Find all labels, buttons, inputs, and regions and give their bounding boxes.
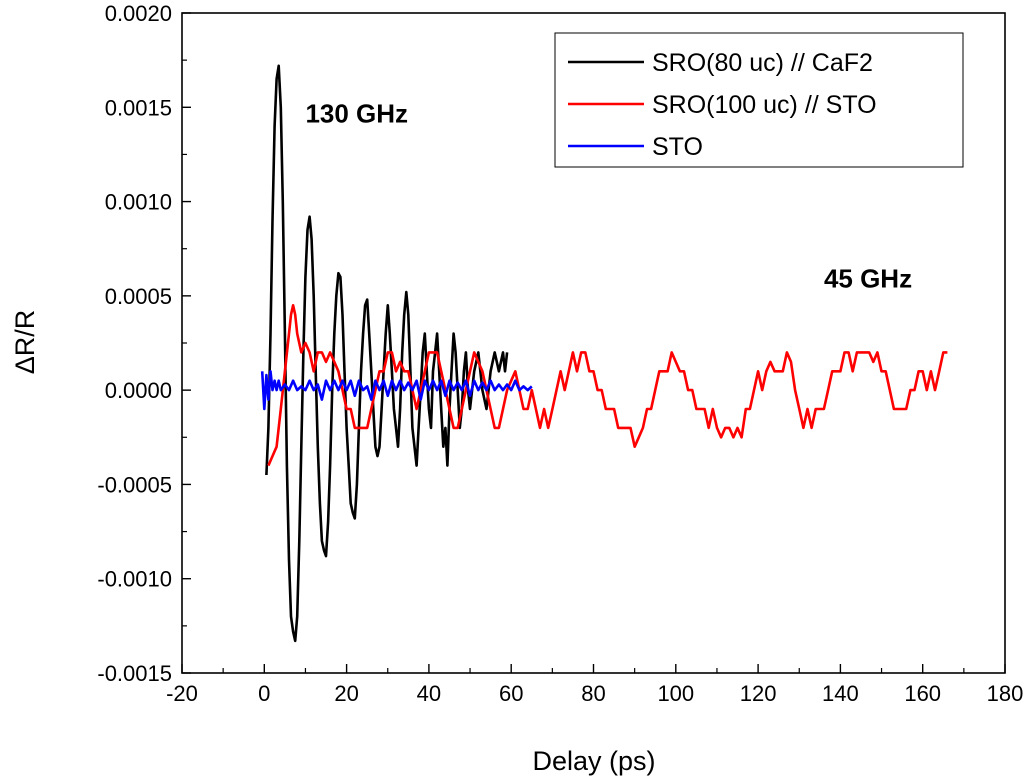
y-tick-label: 0.0000 xyxy=(105,378,172,403)
x-tick-labels: -20 0 20 40 60 80 100 120 140 160 180 xyxy=(166,681,1023,706)
series-line-0 xyxy=(265,64,509,643)
x-tick-label: 120 xyxy=(740,681,777,706)
x-tick-label: -20 xyxy=(166,681,198,706)
annotation-label: 45 GHz xyxy=(824,263,912,293)
x-tick-label: 80 xyxy=(581,681,605,706)
series-layer xyxy=(260,64,948,643)
x-tick-label: 140 xyxy=(822,681,859,706)
series-line-2 xyxy=(260,369,533,411)
y-tick-label: 0.0005 xyxy=(105,284,172,309)
y-axis-label: ΔR/R xyxy=(10,310,40,375)
x-tick-label: 100 xyxy=(657,681,694,706)
y-tick-label: -0.0015 xyxy=(97,661,172,686)
annotation-label: 130 GHz xyxy=(305,98,408,128)
y-tick-labels: -0.0015 -0.0010 -0.0005 0.0000 0.0005 0.0010 0… xyxy=(97,1,172,686)
legend: SRO(80 uc) // CaF2 SRO(100 uc) // STO STO xyxy=(554,32,964,168)
x-tick-label: 20 xyxy=(334,681,358,706)
ticks-layer xyxy=(181,12,1006,674)
legend-label: STO xyxy=(652,133,703,161)
legend-label: SRO(100 uc) // STO xyxy=(652,91,877,119)
x-tick-label: 60 xyxy=(499,681,523,706)
y-tick-label: 0.0010 xyxy=(105,190,172,215)
y-tick-label: -0.0005 xyxy=(97,472,172,497)
x-axis-label: Delay (ps) xyxy=(532,746,655,776)
series-line-1 xyxy=(267,303,948,467)
y-tick-label: 0.0015 xyxy=(105,95,172,120)
x-tick-label: 40 xyxy=(417,681,441,706)
x-tick-label: 180 xyxy=(987,681,1024,706)
legend-label: SRO(80 uc) // CaF2 xyxy=(652,49,873,77)
x-tick-label: 160 xyxy=(904,681,941,706)
legend-box xyxy=(554,32,964,168)
y-tick-label: -0.0010 xyxy=(97,567,172,592)
y-tick-label: 0.0020 xyxy=(105,1,172,26)
x-tick-label: 0 xyxy=(258,681,270,706)
annotation-layer: 130 GHz 45 GHz xyxy=(305,98,912,293)
